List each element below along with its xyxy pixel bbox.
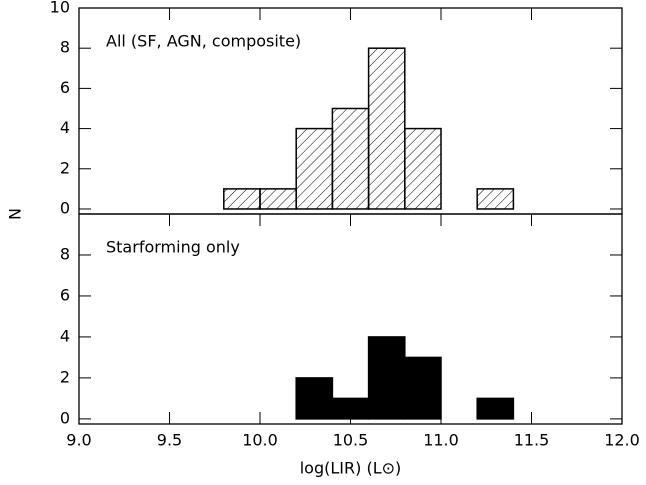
histogram-bar (404, 356, 442, 420)
y-tick-label: 2 (60, 367, 70, 386)
histogram-bar (367, 336, 406, 420)
histogram-bar (331, 107, 370, 210)
y-tick-label: 6 (60, 285, 70, 304)
y-tick-label: 4 (60, 326, 70, 345)
y-tick-label: 2 (60, 158, 70, 177)
y-tick-label: 4 (60, 118, 70, 137)
y-tick-label: 10 (50, 0, 70, 17)
x-tick-label: 11.5 (514, 431, 550, 450)
x-tick-label: 10.0 (242, 431, 278, 450)
x-tick-label: 9.5 (157, 431, 182, 450)
histogram-bar (404, 127, 442, 210)
annotation: All (SF, AGN, composite) (106, 32, 301, 51)
y-axis-label: N (6, 208, 25, 220)
y-tick-label: 0 (60, 198, 70, 217)
histogram-bar (476, 397, 515, 420)
histogram-bar (295, 377, 334, 420)
x-tick-label: 9.0 (66, 431, 91, 450)
x-tick-label: 11.0 (423, 431, 459, 450)
x-axis-label: log(LIR) (L⊙) (300, 459, 402, 478)
histogram-bar (476, 188, 515, 210)
y-tick-label: 0 (60, 408, 70, 427)
y-tick-label: 8 (60, 38, 70, 57)
histogram-bar (295, 127, 334, 210)
y-tick-label: 6 (60, 78, 70, 97)
annotation: Starforming only (106, 238, 240, 257)
histogram-bar (367, 47, 406, 210)
y-tick-label: 8 (60, 244, 70, 263)
x-tick-label: 10.5 (333, 431, 369, 450)
histogram-bar (223, 188, 261, 210)
histogram-bar (259, 188, 297, 210)
x-tick-label: 12.0 (604, 431, 640, 450)
